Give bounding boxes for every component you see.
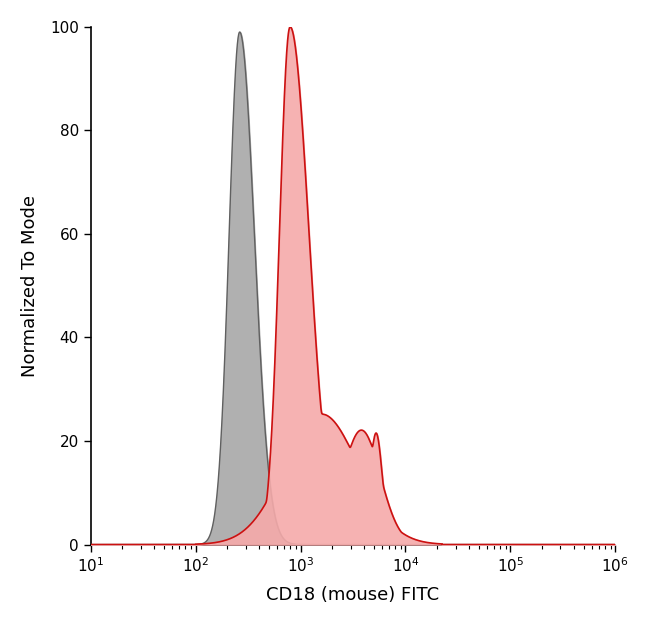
X-axis label: CD18 (mouse) FITC: CD18 (mouse) FITC bbox=[266, 586, 439, 604]
Y-axis label: Normalized To Mode: Normalized To Mode bbox=[21, 195, 39, 377]
